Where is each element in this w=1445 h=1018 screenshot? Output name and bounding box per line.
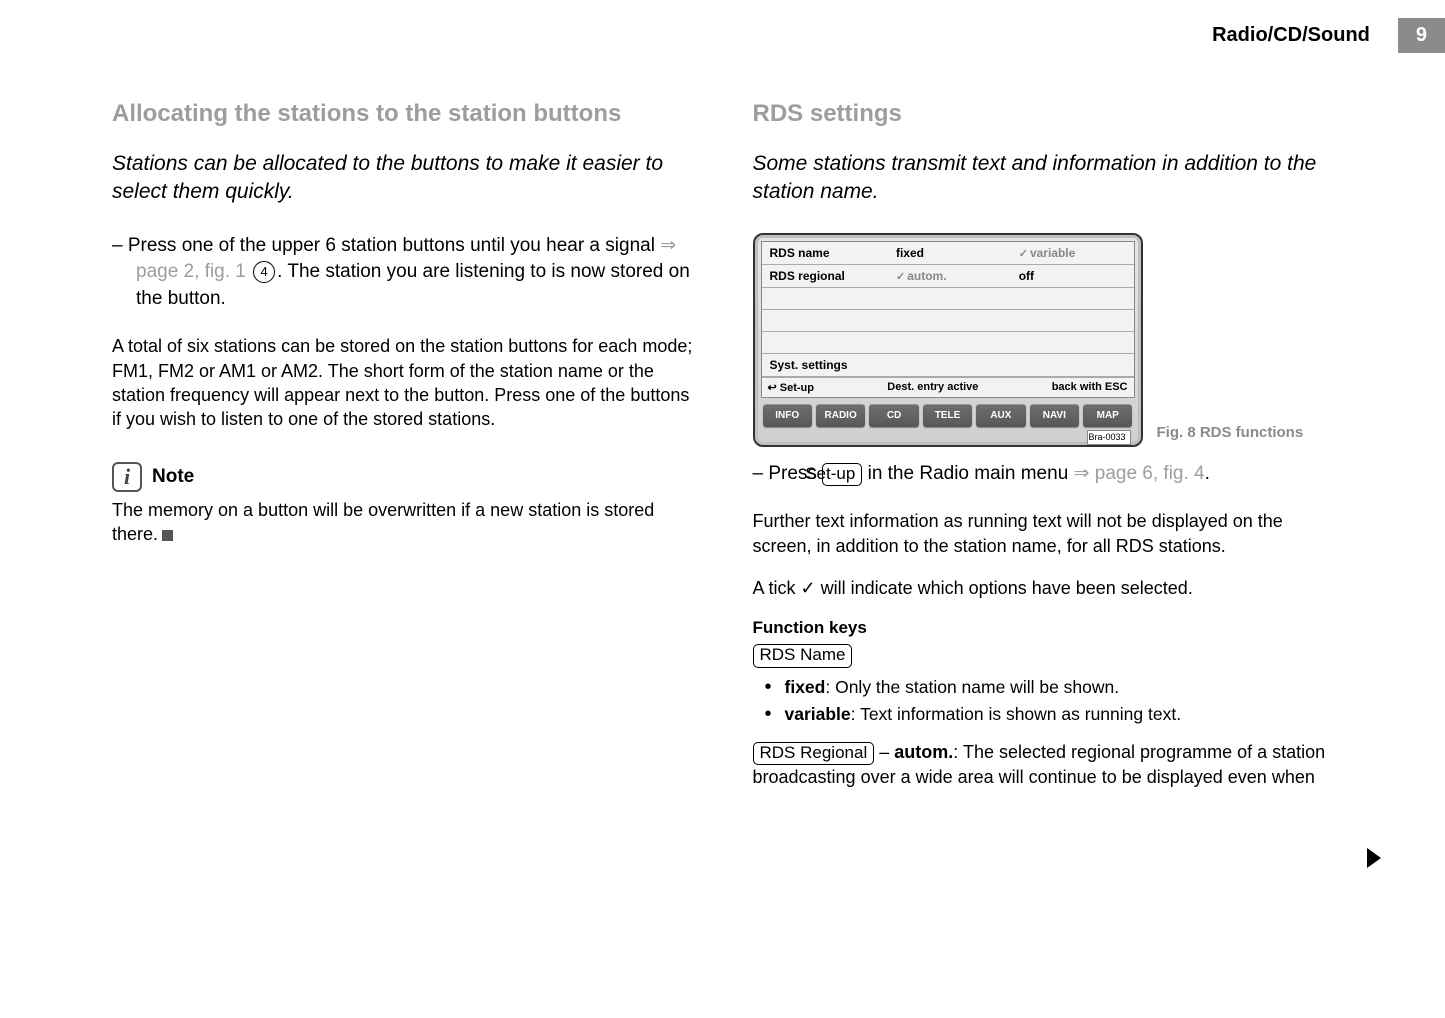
function-keys-subhead: Function keys: [753, 618, 1334, 638]
figure-8: RDS name fixed variable RDS regional aut…: [753, 233, 1334, 447]
callout-number-icon: 4: [253, 261, 275, 283]
step-mid: in the Radio main menu: [862, 463, 1073, 484]
page-ref: ⇒ page 6, fig. 4: [1074, 463, 1205, 484]
empty-row: [762, 331, 1134, 353]
hardkey-info[interactable]: INFO: [763, 404, 812, 427]
table-row: RDS regional autom. off: [762, 264, 1134, 287]
end-of-section-icon: [162, 530, 173, 541]
hardkey-cd[interactable]: CD: [869, 404, 918, 427]
row-opt2: off: [1011, 264, 1134, 287]
right-lead: Some stations transmit text and informat…: [753, 150, 1334, 207]
page-number: 9: [1398, 18, 1445, 53]
left-heading: Allocating the stations to the station b…: [112, 100, 693, 128]
setup-key: Set-up: [822, 463, 862, 486]
note-text: The memory on a button will be overwritt…: [112, 498, 693, 547]
autom-bold: autom.: [894, 742, 953, 762]
hardkey-row: INFO RADIO CD TELE AUX NAVI MAP: [761, 398, 1135, 431]
table-row: RDS name fixed variable: [762, 242, 1134, 265]
device-frame: RDS name fixed variable RDS regional aut…: [753, 233, 1143, 447]
left-paragraph: A total of six stations can be stored on…: [112, 334, 693, 431]
hardkey-navi[interactable]: NAVI: [1030, 404, 1079, 427]
status-bar: ↩ Set-up Dest. entry active back with ES…: [762, 377, 1134, 397]
right-column: RDS settings Some stations transmit text…: [753, 100, 1334, 978]
row-opt1: fixed: [888, 242, 1011, 265]
row-label: RDS regional: [762, 264, 888, 287]
list-item: variable: Text information is shown as r…: [771, 701, 1334, 728]
note-block: i Note The memory on a button will be ov…: [112, 462, 693, 547]
content-columns: Allocating the stations to the station b…: [112, 100, 1333, 978]
left-lead: Stations can be allocated to the buttons…: [112, 150, 693, 207]
bullet-bold: variable: [785, 704, 851, 724]
settings-table: RDS name fixed variable RDS regional aut…: [762, 242, 1134, 377]
hardkey-tele[interactable]: TELE: [923, 404, 972, 427]
hardkey-map[interactable]: MAP: [1083, 404, 1132, 427]
status-right: back with ESC: [1052, 381, 1128, 393]
figure-caption: Fig. 8 RDS functions: [1157, 424, 1304, 447]
page-header: Radio/CD/Sound 9: [1212, 18, 1445, 53]
sep: –: [874, 742, 894, 762]
left-instruction: Press one of the upper 6 station buttons…: [112, 233, 693, 313]
right-instruction-list: Press Set-up in the Radio main menu ⇒ pa…: [753, 461, 1334, 488]
syst-settings-row: Syst. settings: [762, 353, 1134, 376]
bullet-bold: fixed: [785, 677, 826, 697]
info-icon: i: [112, 462, 142, 492]
step-post: .: [1205, 463, 1210, 484]
bullet-list: fixed: Only the station name will be sho…: [753, 674, 1334, 728]
rds-regional-key: RDS Regional: [753, 742, 875, 765]
row-opt2-selected: variable: [1011, 242, 1134, 265]
left-instruction-list: Press one of the upper 6 station buttons…: [112, 233, 693, 313]
status-left: ↩ Set-up: [768, 381, 815, 394]
right-heading: RDS settings: [753, 100, 1334, 128]
section-title: Radio/CD/Sound: [1212, 18, 1398, 53]
right-para1: Further text information as running text…: [753, 509, 1334, 558]
device-screen: RDS name fixed variable RDS regional aut…: [761, 241, 1135, 398]
note-header: i Note: [112, 462, 693, 492]
figure-id: Bra-0033: [1087, 430, 1130, 445]
left-column: Allocating the stations to the station b…: [112, 100, 693, 978]
hardkey-radio[interactable]: RADIO: [816, 404, 865, 427]
bullet-rest: : Only the station name will be shown.: [825, 677, 1119, 697]
note-title: Note: [152, 466, 194, 488]
instr-pre: Press one of the upper 6 station buttons…: [128, 235, 660, 256]
hardkey-aux[interactable]: AUX: [976, 404, 1025, 427]
empty-row: [762, 287, 1134, 309]
empty-row: [762, 309, 1134, 331]
row-opt1-selected: autom.: [888, 264, 1011, 287]
list-item: fixed: Only the station name will be sho…: [771, 674, 1334, 701]
rds-regional-para: RDS Regional – autom.: The selected regi…: [753, 740, 1334, 790]
right-instruction: Press Set-up in the Radio main menu ⇒ pa…: [753, 461, 1334, 488]
continue-arrow-icon: [1367, 848, 1381, 868]
status-mid: Dest. entry active: [887, 381, 978, 393]
row-label: RDS name: [762, 242, 888, 265]
rds-name-key: RDS Name: [753, 644, 853, 667]
bullet-rest: : Text information is shown as running t…: [851, 704, 1181, 724]
right-para2: A tick ✓ will indicate which options hav…: [753, 576, 1334, 600]
note-text-span: The memory on a button will be overwritt…: [112, 500, 654, 544]
